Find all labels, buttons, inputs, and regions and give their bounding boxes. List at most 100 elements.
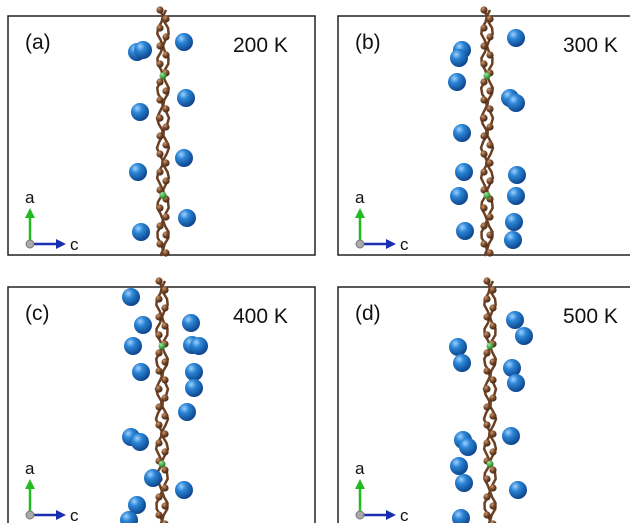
axis-a-head [355, 479, 365, 489]
axis-c-head [56, 510, 66, 520]
green-atom [487, 343, 494, 350]
ion [450, 187, 468, 205]
ion [124, 337, 142, 355]
carbon-atom [489, 376, 496, 383]
carbon-atom [480, 114, 487, 121]
ion [177, 89, 195, 107]
carbon-atom [162, 33, 169, 40]
carbon-atom [156, 78, 163, 85]
carbon-atom [155, 493, 162, 500]
ion [178, 403, 196, 421]
carbon-atom [480, 96, 487, 103]
carbon-atom [156, 60, 163, 67]
carbon-atom [486, 33, 493, 40]
carbon-atom [483, 403, 490, 410]
carbon-atom [486, 123, 493, 130]
axis-c-label: c [70, 506, 79, 523]
carbon-atom [156, 204, 163, 211]
carbon-atom [483, 511, 490, 518]
ion [175, 149, 193, 167]
ion [131, 103, 149, 121]
carbon-atom [162, 231, 169, 238]
carbon-atom [155, 349, 162, 356]
figure: (a)200 Kac(b)300 Kac(c)400 Kac(d)500 Kac [0, 0, 630, 523]
carbon-atom [161, 376, 168, 383]
ion [185, 363, 203, 381]
panel-label: (a) [25, 31, 51, 54]
carbon-atom [480, 24, 487, 31]
ion [508, 166, 526, 184]
ion [506, 311, 524, 329]
ion [507, 29, 525, 47]
carbon-atom [480, 168, 487, 175]
axis-origin [26, 240, 34, 248]
carbon-atom [483, 349, 490, 356]
carbon-atom [156, 132, 163, 139]
carbon-atom [480, 222, 487, 229]
carbon-atom [155, 511, 162, 518]
carbon-atom [162, 123, 169, 130]
carbon-atom [486, 141, 493, 148]
carbon-atom [483, 367, 490, 374]
panel-label: (b) [355, 31, 381, 54]
carbon-atom [161, 286, 168, 293]
carbon-atom [489, 430, 496, 437]
ion [507, 374, 525, 392]
carbon-atom [486, 87, 493, 94]
carbon-atom [486, 177, 493, 184]
carbon-atom [156, 24, 163, 31]
carbon-atom [161, 502, 168, 509]
carbon-atom [155, 367, 162, 374]
ion [182, 314, 200, 332]
carbon-atom [486, 231, 493, 238]
carbon-atom [480, 204, 487, 211]
axis-a-head [355, 208, 365, 218]
carbon-atom [480, 60, 487, 67]
panel-label: (d) [355, 302, 381, 325]
carbon-atom [486, 249, 493, 256]
axis-a-label: a [355, 459, 365, 478]
axis-origin [356, 511, 364, 519]
carbon-atom [161, 484, 168, 491]
carbon-atom [483, 475, 490, 482]
carbon-atom [162, 15, 169, 22]
green-atom [159, 461, 166, 468]
carbon-atom [486, 159, 493, 166]
ion [178, 209, 196, 227]
axis-c-label: c [400, 506, 409, 523]
ion [134, 316, 152, 334]
ion [450, 49, 468, 67]
temperature-label: 200 K [233, 34, 288, 57]
ion [175, 33, 193, 51]
ion [190, 337, 208, 355]
axis-a-head [25, 479, 35, 489]
carbon-atom [162, 87, 169, 94]
carbon-atom [483, 313, 490, 320]
ion [515, 327, 533, 345]
carbon-atom [486, 51, 493, 58]
carbon-atom [156, 240, 163, 247]
carbon-atom [489, 484, 496, 491]
axis-origin [356, 240, 364, 248]
carbon-atom [480, 6, 487, 13]
carbon-atom [480, 150, 487, 157]
axis-a-label: a [25, 188, 35, 207]
carbon-atom [161, 304, 168, 311]
ion [502, 427, 520, 445]
ion [185, 379, 203, 397]
green-atom [484, 192, 491, 199]
ion [134, 41, 152, 59]
carbon-atom [486, 15, 493, 22]
ion [459, 438, 477, 456]
ion [122, 288, 140, 306]
ion [448, 73, 466, 91]
carbon-atom [483, 295, 490, 302]
ion [132, 363, 150, 381]
carbon-atom [483, 277, 490, 284]
carbon-atom [156, 96, 163, 103]
carbon-atom [486, 213, 493, 220]
temperature-label: 300 K [563, 34, 618, 57]
carbon-atom [156, 168, 163, 175]
carbon-atom [483, 493, 490, 500]
carbon-atom [155, 385, 162, 392]
